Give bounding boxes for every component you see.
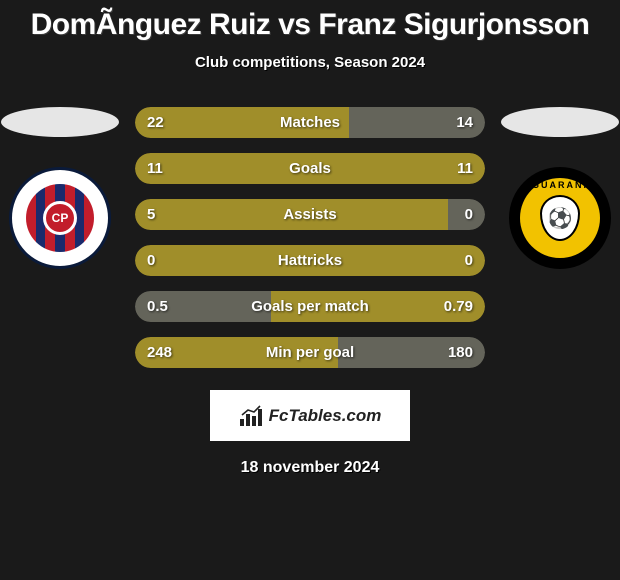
stat-label: Min per goal (135, 337, 485, 368)
left-placeholder-oval (1, 107, 119, 137)
right-player-column: GUARANI ⚽ (500, 107, 620, 269)
brand-attribution[interactable]: FcTables.com (210, 390, 410, 441)
stat-label: Matches (135, 107, 485, 138)
page-title: DomÃ­nguez Ruiz vs Franz Sigurjonsson (0, 0, 620, 42)
right-badge-arc-text: GUARANI (532, 180, 588, 190)
right-placeholder-oval (501, 107, 619, 137)
stat-row-min-per-goal: 248180Min per goal (135, 337, 485, 368)
right-club-badge: GUARANI ⚽ (509, 167, 611, 269)
stat-row-hattricks: 00Hattricks (135, 245, 485, 276)
stat-row-goals-per-match: 0.50.79Goals per match (135, 291, 485, 322)
stat-label: Hattricks (135, 245, 485, 276)
right-badge-ring: GUARANI ⚽ (520, 178, 600, 258)
stat-bars: 2214Matches 1111Goals 50Assists 00Hattricks… (135, 107, 485, 368)
brand-text: FcTables.com (269, 406, 382, 426)
stat-row-goals: 1111Goals (135, 153, 485, 184)
right-badge-inner: ⚽ (540, 195, 580, 241)
comparison-stage: CP GUARANI ⚽ 2214Matches 1111Goals 50Assis… (0, 107, 620, 368)
left-club-badge: CP (9, 167, 111, 269)
stat-row-matches: 2214Matches (135, 107, 485, 138)
left-badge-monogram: CP (43, 201, 77, 235)
left-player-column: CP (0, 107, 120, 269)
brand-chart-icon (239, 405, 265, 427)
stat-row-assists: 50Assists (135, 199, 485, 230)
stat-label: Assists (135, 199, 485, 230)
date-text: 18 november 2024 (0, 459, 620, 477)
stat-label: Goals (135, 153, 485, 184)
stat-label: Goals per match (135, 291, 485, 322)
subtitle: Club competitions, Season 2024 (0, 54, 620, 71)
